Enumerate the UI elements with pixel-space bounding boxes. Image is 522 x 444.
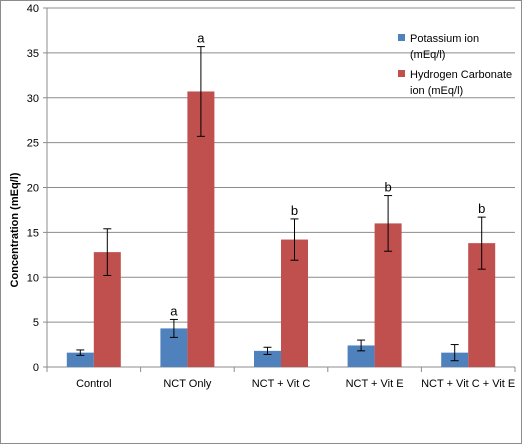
- legend-label: Potassium ion: [410, 33, 479, 45]
- x-tick-label: Control: [76, 378, 111, 390]
- legend-label: ion (mEq/l): [410, 85, 463, 97]
- y-tick-label: 20: [27, 183, 39, 195]
- legend-swatch: [398, 70, 405, 77]
- x-tick-label: NCT + Vit E: [346, 378, 404, 390]
- legend-label: (mEq/l): [410, 49, 445, 61]
- bar: [187, 91, 215, 367]
- legend-label: Hydrogen Carbonate: [410, 69, 512, 81]
- y-tick-label: 35: [27, 48, 39, 60]
- bar: [281, 239, 308, 367]
- error-bars: [76, 46, 486, 362]
- significance-label: a: [197, 31, 205, 46]
- x-axis: Control NCT Only NCT + Vit C NCT + Vit E NCT…: [46, 366, 516, 390]
- bar: [66, 352, 94, 367]
- significance-label: b: [478, 201, 485, 216]
- significance-label: a: [170, 303, 178, 318]
- y-axis-title: Concentration (mEq/l): [9, 172, 21, 287]
- y-tick-label: 10: [27, 272, 39, 284]
- y-tick-label: 40: [27, 3, 39, 15]
- bars: [66, 91, 496, 367]
- bar: [347, 345, 375, 367]
- legend: Potassium ion (mEq/l) Hydrogen Carbonate io…: [398, 33, 512, 97]
- x-tick-label: NCT Only: [163, 378, 212, 390]
- y-tick-label: 30: [27, 93, 39, 105]
- y-tick-label: 5: [33, 317, 39, 329]
- x-tick-label: NCT + Vit C + Vit E: [421, 378, 515, 390]
- y-tick-label: 0: [33, 362, 39, 374]
- bar: [254, 350, 281, 367]
- y-tick-label: 15: [27, 227, 39, 239]
- y-axis: 0 5 10 15 20 25 30 35 40: [27, 3, 48, 374]
- legend-swatch: [398, 34, 405, 41]
- x-tick-label: NCT + Vit C: [252, 378, 311, 390]
- significance-label: b: [291, 203, 298, 218]
- significance-label: b: [384, 180, 391, 195]
- y-tick-label: 25: [27, 138, 39, 150]
- significance-labels: a a b b b: [170, 31, 485, 319]
- gridlines: [47, 7, 515, 323]
